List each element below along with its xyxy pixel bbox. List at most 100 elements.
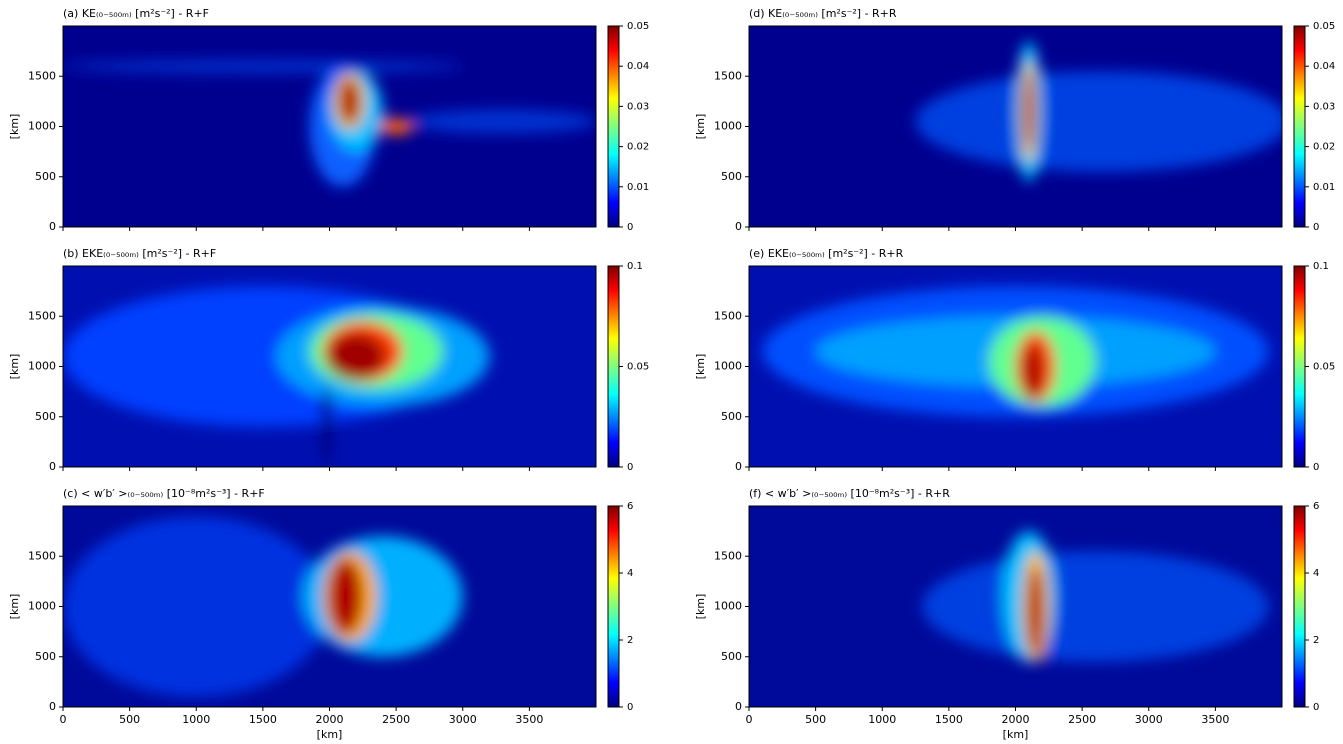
colorbar-tick-label: 0.05 bbox=[1313, 21, 1335, 32]
colorbar-tick-label: 6 bbox=[627, 501, 633, 512]
field-blob bbox=[321, 386, 333, 467]
y-tick-label: 500 bbox=[35, 410, 56, 423]
y-tick-label: 500 bbox=[721, 410, 742, 423]
x-tick-label: 1000 bbox=[182, 713, 210, 726]
panel-title: (d) KE₍₀₋₅₀₀ₘ₎ [m²s⁻²] - R+R bbox=[749, 7, 897, 20]
x-tick-label: 2000 bbox=[1002, 713, 1030, 726]
x-tick-label: 1000 bbox=[868, 713, 896, 726]
colorbar-tick-label: 4 bbox=[1313, 568, 1319, 579]
y-axis-label: [km] bbox=[694, 114, 707, 140]
field-blob bbox=[378, 118, 414, 135]
field-blob bbox=[409, 109, 596, 134]
y-tick-label: 0 bbox=[735, 700, 742, 713]
x-axis-label: [km] bbox=[317, 728, 343, 741]
field-blobs bbox=[63, 286, 490, 467]
colorbar-tick-label: 0.01 bbox=[627, 182, 649, 193]
y-tick-label: 1000 bbox=[28, 360, 56, 373]
field-blob bbox=[915, 71, 1282, 172]
colorbar-tick-label: 0.03 bbox=[627, 101, 649, 112]
y-tick-label: 1000 bbox=[28, 600, 56, 613]
x-axis-label: [km] bbox=[1003, 728, 1029, 741]
field-blobs bbox=[762, 286, 1269, 417]
panel-title: (a) KE₍₀₋₅₀₀ₘ₎ [m²s⁻²] - R+F bbox=[63, 7, 209, 20]
colorbar bbox=[607, 265, 620, 468]
field-blob bbox=[338, 78, 361, 125]
x-tick-label: 0 bbox=[60, 713, 67, 726]
field-blobs bbox=[63, 516, 463, 697]
y-tick-label: 0 bbox=[49, 220, 56, 233]
field-blob bbox=[1027, 566, 1044, 657]
field-blobs bbox=[63, 60, 596, 187]
y-axis-label: [km] bbox=[8, 354, 21, 380]
panel-title: (e) EKE₍₀₋₅₀₀ₘ₎ [m²s⁻²] - R+R bbox=[749, 247, 904, 260]
colorbar-tick-label: 0 bbox=[627, 462, 633, 473]
y-tick-label: 0 bbox=[735, 220, 742, 233]
panel: (c) < w′b′ >₍₀₋₅₀₀ₘ₎ [10⁻⁸m²s⁻³] - R+F 0 5… bbox=[8, 487, 633, 741]
y-tick-label: 1500 bbox=[714, 309, 742, 322]
field-blob bbox=[328, 558, 363, 635]
colorbar bbox=[607, 505, 620, 708]
x-tick-label: 3000 bbox=[449, 713, 477, 726]
x-tick-label: 3500 bbox=[515, 713, 543, 726]
heatmap-field bbox=[63, 26, 596, 227]
y-tick-label: 500 bbox=[35, 650, 56, 663]
colorbar-tick-label: 2 bbox=[627, 635, 633, 646]
colorbar-tick-label: 0 bbox=[1313, 702, 1319, 713]
colorbar-tick-label: 0.1 bbox=[627, 261, 643, 272]
x-tick-label: 0 bbox=[746, 713, 753, 726]
x-tick-label: 2000 bbox=[316, 713, 344, 726]
field-blob bbox=[326, 333, 386, 380]
y-axis-label: [km] bbox=[694, 354, 707, 380]
y-tick-label: 1500 bbox=[28, 309, 56, 322]
colorbar-tick-label: 0.02 bbox=[1313, 142, 1335, 153]
colorbar-tick-label: 0 bbox=[1313, 462, 1319, 473]
field-blobs bbox=[915, 41, 1282, 182]
heatmap-field bbox=[749, 26, 1282, 227]
field-blobs bbox=[922, 531, 1269, 662]
panel: (b) EKE₍₀₋₅₀₀ₘ₎ [m²s⁻²] - R+F 0 500 1000 150… bbox=[8, 247, 649, 473]
colorbar-tick-label: 0.05 bbox=[627, 362, 649, 373]
y-tick-label: 1500 bbox=[28, 549, 56, 562]
heatmap-field bbox=[63, 266, 596, 467]
y-tick-label: 1000 bbox=[714, 360, 742, 373]
y-tick-label: 0 bbox=[49, 700, 56, 713]
x-tick-label: 1500 bbox=[935, 713, 963, 726]
colorbar-tick-label: 2 bbox=[1313, 635, 1319, 646]
x-tick-label: 2500 bbox=[1068, 713, 1096, 726]
y-tick-label: 0 bbox=[49, 460, 56, 473]
y-tick-label: 1000 bbox=[714, 120, 742, 133]
heatmap-field bbox=[63, 506, 596, 707]
colorbar bbox=[607, 25, 620, 228]
colorbar bbox=[1293, 25, 1306, 228]
colorbar-tick-label: 0.1 bbox=[1313, 261, 1329, 272]
field-blob bbox=[1022, 343, 1044, 400]
colorbar-tick-label: 0.03 bbox=[1313, 101, 1335, 112]
colorbar-tick-label: 0.04 bbox=[1313, 61, 1335, 72]
y-axis-label: [km] bbox=[8, 594, 21, 620]
field-blob bbox=[63, 516, 330, 697]
x-tick-label: 500 bbox=[805, 713, 826, 726]
field-blob bbox=[1023, 71, 1035, 152]
colorbar-tick-label: 0 bbox=[627, 702, 633, 713]
colorbar-tick-label: 0.05 bbox=[1313, 362, 1335, 373]
panel: (a) KE₍₀₋₅₀₀ₘ₎ [m²s⁻²] - R+F 0 500 1000 1500… bbox=[8, 7, 649, 233]
colorbar-tick-label: 0.01 bbox=[1313, 182, 1335, 193]
panel-title: (f) < w′b′ >₍₀₋₅₀₀ₘ₎ [10⁻⁸m²s⁻³] - R+R bbox=[749, 487, 950, 500]
x-tick-label: 2500 bbox=[382, 713, 410, 726]
panel: (f) < w′b′ >₍₀₋₅₀₀ₘ₎ [10⁻⁸m²s⁻³] - R+R 0 5… bbox=[694, 487, 1319, 741]
panel: (d) KE₍₀₋₅₀₀ₘ₎ [m²s⁻²] - R+R 0 500 1000 1500… bbox=[694, 7, 1335, 233]
y-axis-label: [km] bbox=[8, 114, 21, 140]
x-tick-label: 3000 bbox=[1135, 713, 1163, 726]
colorbar-tick-label: 0.02 bbox=[627, 142, 649, 153]
heatmap-field bbox=[749, 506, 1282, 707]
y-tick-label: 500 bbox=[721, 170, 742, 183]
y-tick-label: 500 bbox=[35, 170, 56, 183]
field-blob bbox=[922, 551, 1269, 662]
panel: (e) EKE₍₀₋₅₀₀ₘ₎ [m²s⁻²] - R+R 0 500 1000 150… bbox=[694, 247, 1335, 473]
field-blob bbox=[63, 60, 463, 73]
heatmap-field bbox=[749, 266, 1282, 467]
colorbar-tick-label: 4 bbox=[627, 568, 633, 579]
y-tick-label: 0 bbox=[735, 460, 742, 473]
colorbar-tick-label: 0.04 bbox=[627, 61, 649, 72]
